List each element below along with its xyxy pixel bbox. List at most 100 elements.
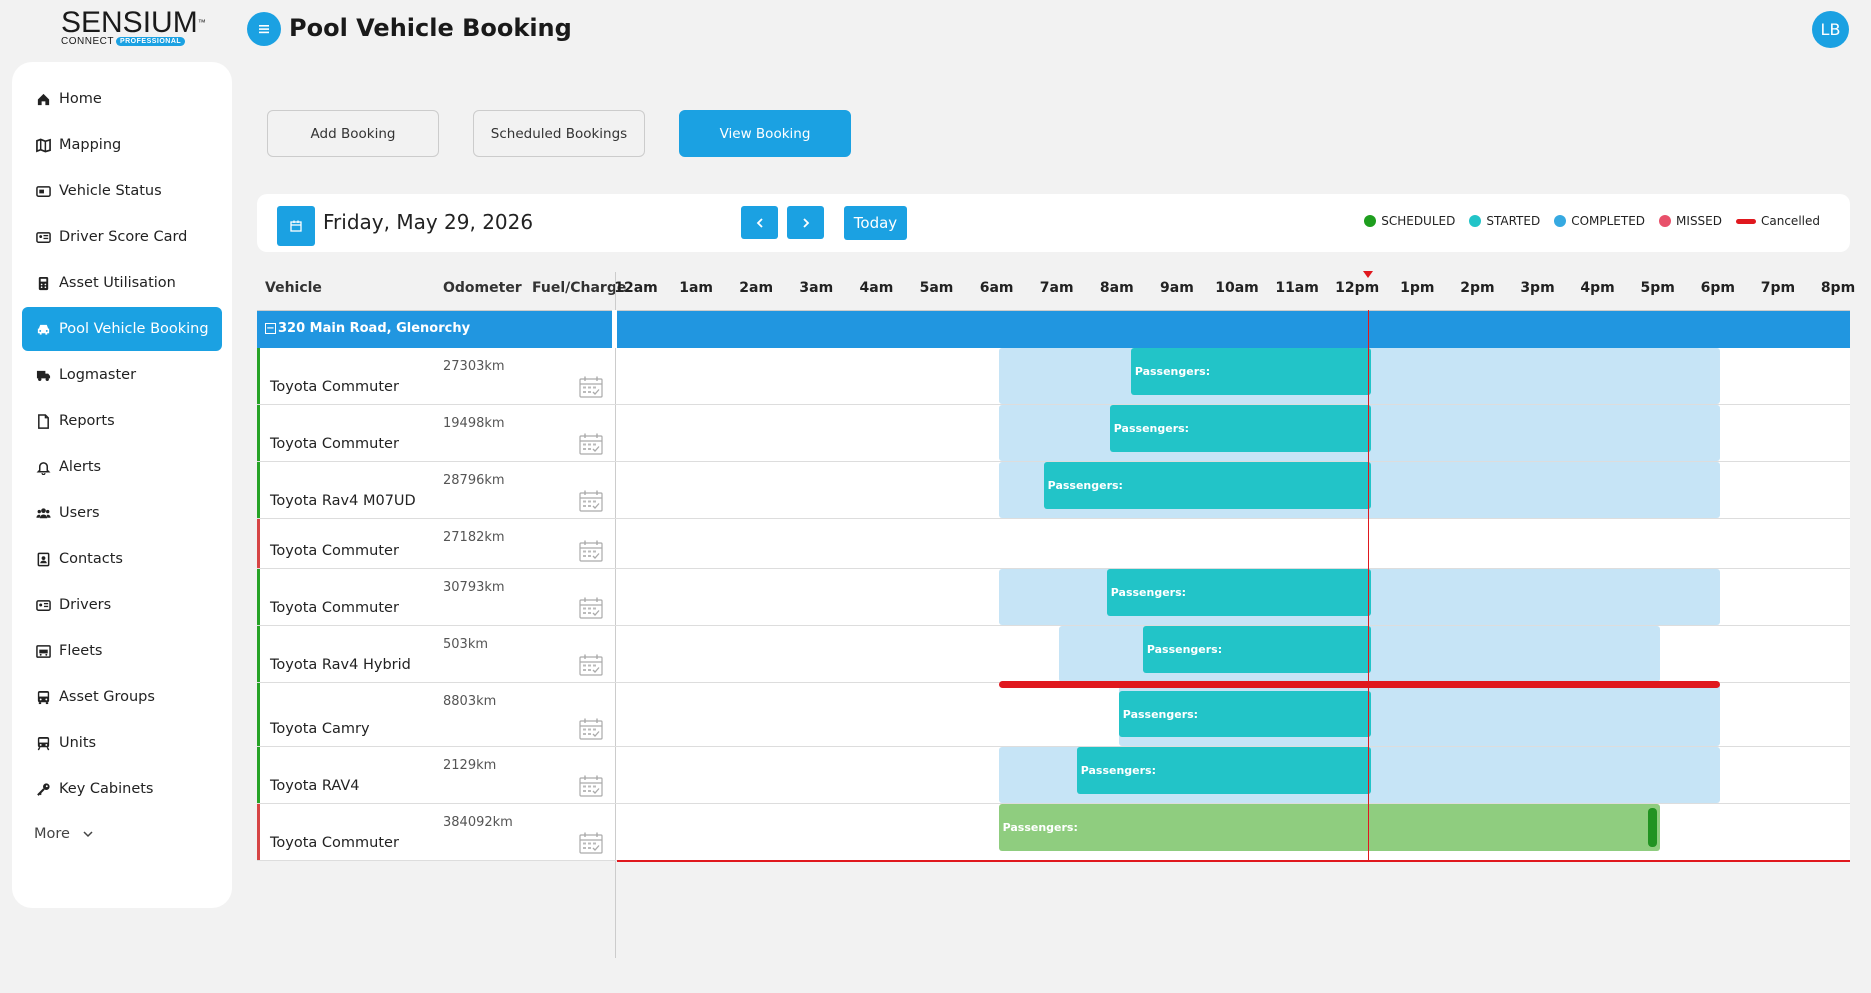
sidebar-item-driver-score-card[interactable]: Driver Score Card (22, 215, 222, 259)
fuel-calendar-icon[interactable] (578, 539, 604, 563)
sidebar-item-asset-groups[interactable]: Asset Groups (22, 675, 222, 719)
vehicle-row[interactable]: Toyota Commuter 384092km Passengers: (257, 804, 1850, 861)
logo-subtitle: CONNECT (61, 36, 114, 47)
vehicle-row[interactable]: Toyota Rav4 M07UD 28796km Passengers: (257, 462, 1850, 519)
sidebar-item-contacts[interactable]: Contacts (22, 537, 222, 581)
fuel-calendar-icon[interactable] (578, 717, 604, 741)
vehicle-row[interactable]: Toyota Rav4 Hybrid 503km Passengers: (257, 626, 1850, 683)
fuel-column-header: Fuel/Charge (532, 280, 627, 296)
sidebar-item-key-cabinets[interactable]: Key Cabinets (22, 767, 222, 811)
more-label: More (34, 826, 70, 842)
sidebar-item-vehicle-status[interactable]: Vehicle Status (22, 169, 222, 213)
vehicle-odometer: 2129km (443, 758, 497, 773)
key-icon (37, 782, 50, 796)
vehicle-row[interactable]: Toyota Camry 8803km Passengers: (257, 681, 1850, 747)
sidebar: Home Mapping Vehicle Status Driver Score Ca… (12, 62, 232, 908)
fuel-calendar-icon[interactable] (578, 432, 604, 456)
booking-bar[interactable]: Passengers: (998, 804, 1660, 851)
fuel-calendar-icon[interactable] (578, 774, 604, 798)
booking-bar[interactable]: Passengers: (1109, 405, 1372, 452)
booking-bar[interactable]: Passengers: (1118, 691, 1372, 737)
sidebar-item-label: Asset Groups (59, 689, 155, 705)
row-divider (615, 405, 616, 461)
user-avatar[interactable]: LB (1812, 11, 1849, 48)
odometer-column-header: Odometer (443, 280, 522, 296)
fuel-calendar-icon[interactable] (578, 596, 604, 620)
chevron-left-icon (756, 217, 763, 228)
today-button[interactable]: Today (844, 206, 907, 240)
vehicle-row[interactable]: Toyota Commuter 27182km (257, 519, 1850, 569)
vehicle-row[interactable]: Toyota Commuter 30793km Passengers: (257, 569, 1850, 626)
fuel-calendar-icon[interactable] (578, 489, 604, 513)
legend-label: COMPLETED (1571, 214, 1646, 228)
view-booking-button[interactable]: View Booking (679, 110, 851, 157)
row-divider (615, 683, 616, 746)
hour-label: 6pm (1700, 280, 1735, 296)
add-booking-button[interactable]: Add Booking (267, 110, 439, 157)
sidebar-item-units[interactable]: Units (22, 721, 222, 765)
users-icon (36, 507, 51, 518)
hamburger-icon (259, 25, 269, 34)
fuel-calendar-icon[interactable] (578, 375, 604, 399)
vehicle-name: Toyota Commuter (270, 379, 399, 395)
booking-end-marker (1647, 808, 1657, 847)
booking-bar[interactable]: Passengers: (1076, 747, 1372, 794)
vehicle-odometer: 28796km (443, 473, 505, 488)
collapse-toggle[interactable]: − (265, 323, 276, 334)
next-day-button[interactable] (787, 206, 824, 239)
logo-wordmark: SENSIUM™ (61, 6, 206, 39)
vehicle-row[interactable]: Toyota Commuter 27303km Passengers: (257, 348, 1850, 405)
vehicle-status-indicator (257, 405, 260, 461)
legend-label: Cancelled (1761, 214, 1820, 228)
calendar-button[interactable] (277, 206, 315, 246)
sidebar-item-label: Asset Utilisation (59, 275, 176, 291)
row-divider (615, 626, 616, 682)
vehicle-name: Toyota RAV4 (270, 778, 360, 794)
sidebar-item-label: Units (59, 735, 97, 751)
booking-bar[interactable]: Passengers: (1130, 348, 1372, 395)
fuel-calendar-icon[interactable] (578, 831, 604, 855)
sidebar-item-users[interactable]: Users (22, 491, 222, 535)
booking-bar[interactable]: Passengers: (1106, 569, 1372, 616)
sidebar-item-label: Alerts (59, 459, 102, 475)
booking-bar[interactable]: Passengers: (1142, 626, 1372, 673)
sidebar-item-label: Drivers (59, 597, 112, 613)
sidebar-item-home[interactable]: Home (22, 77, 222, 121)
bell-icon (36, 461, 51, 475)
scheduled-bookings-button[interactable]: Scheduled Bookings (473, 110, 645, 157)
sidebar-item-reports[interactable]: Reports (22, 399, 222, 443)
legend-missed: MISSED (1659, 214, 1722, 228)
sidebar-item-pool-vehicle-booking[interactable]: Pool Vehicle Booking (22, 307, 222, 351)
hour-label: 7pm (1760, 280, 1796, 296)
hour-label: 6am (979, 280, 1014, 296)
vehicle-name: Toyota Commuter (270, 835, 399, 851)
vehicle-row[interactable]: Toyota Commuter 19498km Passengers: (257, 405, 1850, 462)
menu-toggle-button[interactable] (247, 12, 281, 46)
cancelled-booking-line[interactable] (998, 681, 1720, 688)
vehicle-name: Toyota Rav4 Hybrid (270, 657, 411, 673)
calendar-icon (290, 220, 302, 232)
chevron-right-icon (802, 217, 809, 228)
hour-label: 4am (859, 280, 894, 296)
sidebar-item-label: Logmaster (59, 367, 137, 383)
sidebar-item-logmaster[interactable]: Logmaster (22, 353, 222, 397)
sidebar-more-toggle[interactable]: More (34, 826, 94, 842)
sidebar-item-mapping[interactable]: Mapping (22, 123, 222, 167)
location-group-row[interactable]: −320 Main Road, Glenorchy (257, 310, 1850, 348)
sidebar-item-label: Key Cabinets (59, 781, 154, 797)
current-time-marker (1363, 271, 1374, 278)
sidebar-item-drivers[interactable]: Drivers (22, 583, 222, 627)
sidebar-item-asset-utilisation[interactable]: Asset Utilisation (22, 261, 222, 305)
sidebar-item-label: Users (59, 505, 100, 521)
fuel-calendar-icon[interactable] (578, 653, 604, 677)
vehicle-row[interactable]: Toyota RAV4 2129km Passengers: (257, 747, 1850, 804)
sidebar-item-fleets[interactable]: Fleets (22, 629, 222, 673)
vehicle-status-indicator (257, 569, 260, 625)
prev-day-button[interactable] (741, 206, 778, 239)
hour-label: 5am (919, 280, 954, 296)
booking-bar[interactable]: Passengers: (1043, 462, 1372, 509)
sidebar-item-alerts[interactable]: Alerts (22, 445, 222, 489)
hour-label: 2am (739, 280, 774, 296)
legend-swatch (1736, 218, 1756, 224)
sidebar-item-label: Reports (59, 413, 115, 429)
